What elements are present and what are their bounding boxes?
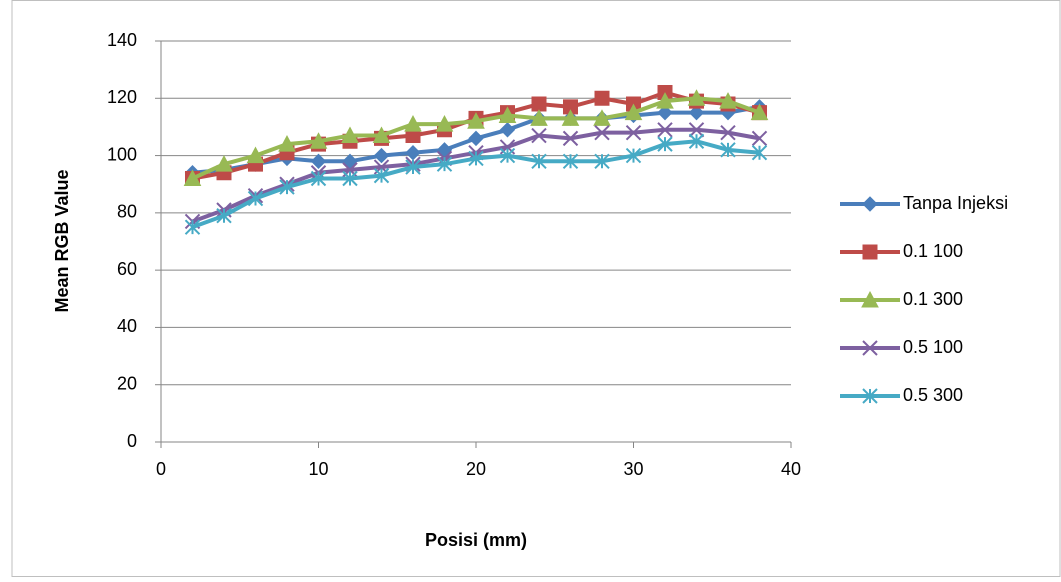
marker [405,159,421,175]
x-tick-label: 10 [308,459,328,479]
marker [216,208,232,224]
y-tick-label: 0 [127,431,137,451]
y-tick-label: 60 [117,259,137,279]
marker [687,89,706,106]
marker [562,153,579,170]
marker [688,104,705,121]
marker [246,146,265,164]
marker [436,156,453,172]
marker [751,130,768,147]
marker [499,147,516,164]
marker [563,99,578,115]
marker [467,112,485,129]
x-tick-label: 30 [623,459,643,479]
y-tick-label: 100 [107,144,137,164]
y-tick-label: 120 [107,87,137,107]
marker [468,130,484,147]
marker [404,115,422,132]
marker [657,104,673,121]
y-tick-label: 20 [117,373,137,393]
marker [751,144,768,161]
marker [750,103,769,121]
marker [310,170,327,187]
marker [341,126,359,144]
marker [625,124,642,141]
marker [657,136,673,152]
marker [530,109,548,126]
legend-marker [861,290,879,308]
y-tick-label: 140 [107,30,137,50]
marker [373,147,390,164]
marker [183,169,202,186]
marker [594,124,610,141]
marker [688,133,705,149]
marker [215,155,233,172]
marker [688,122,705,138]
chart-frame [11,0,1061,577]
legend-marker [862,388,878,404]
x-axis-title: Posisi (mm) [425,530,527,550]
marker [435,115,454,132]
marker [561,109,580,126]
legend-marker [862,196,878,212]
y-tick-label: 40 [117,316,137,336]
marker [342,170,358,187]
marker [310,153,327,170]
marker [247,190,264,207]
x-tick-label: 40 [781,459,801,479]
marker [656,92,674,109]
marker [531,153,547,170]
marker [719,92,737,109]
marker [278,135,296,152]
legend-label: 0.1 300 [903,289,963,309]
marker [594,153,610,170]
marker [562,130,579,147]
marker [279,179,295,195]
legend-marker [862,244,878,260]
x-tick-label: 20 [466,459,486,479]
marker [531,96,547,112]
marker [720,142,736,158]
marker [625,147,642,164]
marker [184,219,201,235]
x-tick-label: 0 [156,459,166,479]
marker [499,122,516,138]
legend-label: 0.5 300 [903,385,963,405]
marker [373,167,390,184]
legend-label: 0.5 100 [903,337,963,357]
marker [657,122,673,138]
marker [309,132,328,149]
y-axis-title: Mean RGB Value [52,169,72,312]
marker [720,124,736,141]
marker [594,90,610,106]
marker [593,109,611,126]
y-tick-label: 80 [117,202,137,222]
marker [498,106,517,123]
legend-marker [862,340,878,356]
marker [405,144,421,161]
marker [468,150,484,167]
marker [624,103,643,121]
legend-label: 0.1 100 [903,241,963,261]
legend-label: Tanpa Injeksi [903,193,1008,213]
marker [531,127,547,144]
marker [372,126,391,144]
